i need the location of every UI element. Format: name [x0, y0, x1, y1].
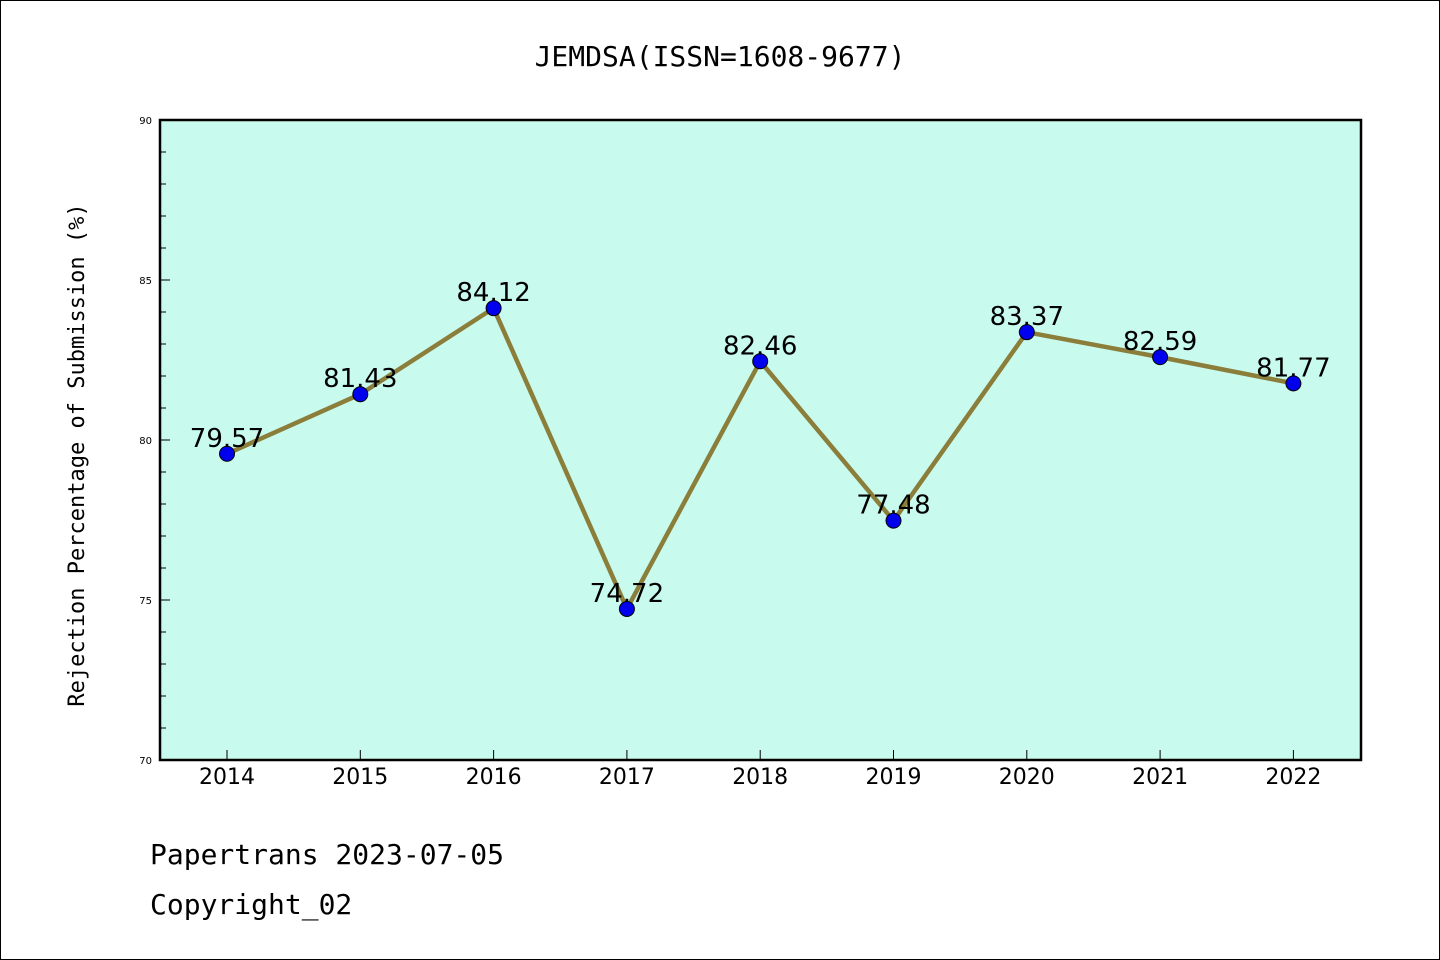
data-labels: 79.57 81.43 84.12 74.72 82.46 77.48 83.37 82.59… — [190, 278, 1331, 609]
data-point — [885, 512, 902, 529]
y-axis: 70 75 80 85 90 — [139, 116, 170, 767]
data-label: 81.77 — [1256, 353, 1330, 383]
x-tick-label: 2016 — [466, 765, 522, 790]
y-axis-label: Rejection Percentage of Submission (%) — [65, 203, 90, 706]
footer-copyright: Copyright_02 — [150, 888, 352, 922]
data-label: 79.57 — [190, 424, 264, 454]
data-point — [1152, 349, 1169, 366]
x-tick-label: 2017 — [599, 765, 655, 790]
chart-title: JEMDSA(ISSN=1608-9677) — [535, 40, 906, 73]
x-tick-label: 2015 — [332, 765, 388, 790]
data-label: 83.37 — [990, 302, 1064, 332]
data-point — [219, 445, 235, 462]
data-label: 84.12 — [456, 278, 530, 308]
x-tick-label: 2014 — [199, 765, 255, 790]
y-tick-label: 90 — [139, 116, 152, 127]
data-point — [352, 386, 369, 403]
x-tick-label: 2021 — [1132, 765, 1188, 790]
data-label: 81.43 — [323, 364, 397, 394]
data-label: 82.46 — [723, 331, 797, 361]
x-tick-label: 2022 — [1265, 765, 1321, 790]
data-point — [485, 300, 502, 317]
data-point — [752, 353, 769, 370]
y-tick-label: 75 — [139, 596, 152, 607]
x-tick-label: 2020 — [999, 765, 1055, 790]
data-point — [1018, 324, 1035, 341]
x-tick-label: 2018 — [732, 765, 788, 790]
plot-area — [158, 118, 1363, 762]
data-point — [1285, 375, 1302, 392]
y-tick-label: 70 — [139, 756, 152, 767]
series-markers — [219, 300, 1302, 617]
data-point — [618, 600, 635, 617]
y-tick-label: 80 — [139, 436, 152, 447]
data-label: 77.48 — [856, 491, 930, 521]
footer-source: Papertrans 2023-07-05 — [150, 838, 504, 871]
y-tick-label: 85 — [139, 276, 152, 287]
x-tick-label: 2019 — [866, 765, 922, 790]
data-label: 74.72 — [590, 579, 664, 609]
x-axis: 2014 2015 2016 2017 2018 2019 2020 2021 2022 — [199, 750, 1321, 790]
data-label: 82.59 — [1123, 327, 1197, 357]
